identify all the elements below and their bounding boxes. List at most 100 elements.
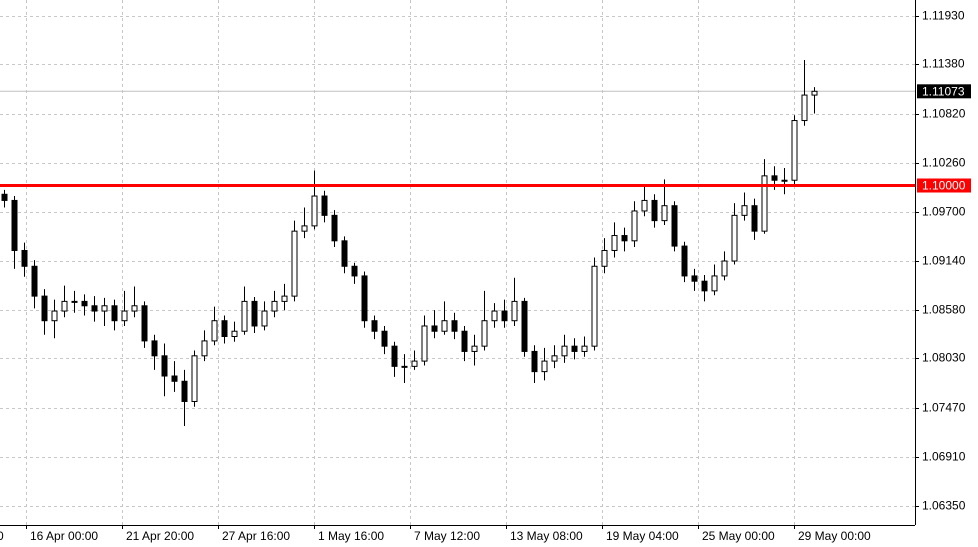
y-tick-label: 1.06910 — [922, 450, 966, 464]
candle-body — [641, 199, 648, 212]
candle-body — [491, 310, 498, 322]
candle-body — [661, 205, 668, 222]
candle-body — [711, 275, 718, 292]
candle-body — [361, 275, 368, 322]
candle-body — [131, 305, 138, 312]
candle-body — [311, 195, 318, 227]
candle-body — [121, 310, 128, 322]
x-tick-label: 29 May 00:00 — [798, 529, 871, 543]
candle-body — [291, 230, 298, 297]
y-tick-label: 1.09700 — [922, 205, 966, 219]
x-tick-label: 0 — [0, 529, 4, 543]
candle-body — [761, 175, 768, 232]
candle-body — [181, 380, 188, 402]
x-tick-label: 13 May 08:00 — [510, 529, 583, 543]
candle-body — [111, 305, 118, 322]
candle-body — [81, 300, 88, 307]
candle-body — [371, 320, 378, 332]
candle-body — [651, 199, 658, 222]
candle-body — [161, 355, 168, 377]
candle-body — [561, 345, 568, 357]
x-tick-label: 25 May 00:00 — [702, 529, 775, 543]
candle-body — [401, 365, 408, 368]
y-tick-label: 1.08580 — [922, 303, 966, 317]
candle-body — [731, 214, 738, 262]
y-tick-label: 1.08030 — [922, 351, 966, 365]
candle-body — [421, 325, 428, 362]
candle-body — [571, 345, 578, 352]
candle-body — [201, 340, 208, 357]
candle-body — [441, 320, 448, 332]
candle-body — [471, 345, 478, 352]
candle-body — [191, 355, 198, 402]
candle-body — [51, 310, 58, 322]
candle-body — [71, 300, 78, 303]
x-tick-label: 16 Apr 00:00 — [30, 529, 98, 543]
candle-body — [231, 330, 238, 338]
candle-body — [601, 249, 608, 267]
candle-body — [791, 120, 798, 181]
candle-body — [61, 300, 68, 312]
candle-body — [381, 330, 388, 347]
candle-body — [751, 205, 758, 232]
candle-body — [621, 235, 628, 242]
candle-body — [211, 320, 218, 342]
level-label-box — [917, 178, 971, 193]
candle-body — [451, 320, 458, 332]
candle-body — [251, 300, 258, 327]
candle-body — [21, 249, 28, 267]
x-tick-label: 1 May 16:00 — [318, 529, 384, 543]
candle-body — [261, 310, 268, 327]
x-tick-label: 7 May 12:00 — [414, 529, 480, 543]
last-price-box — [917, 84, 971, 99]
level-label: 1.10000 — [922, 179, 966, 193]
grid — [0, 0, 915, 525]
candle-body — [241, 300, 248, 332]
candle-body — [321, 195, 328, 216]
candle-body — [101, 305, 108, 312]
y-tick-label: 1.06350 — [922, 499, 966, 513]
candle-body — [681, 245, 688, 277]
candle-body — [141, 305, 148, 342]
candle-body — [411, 360, 418, 367]
candle-body — [781, 179, 788, 182]
y-tick-label: 1.09140 — [922, 254, 966, 268]
candle-body — [611, 235, 618, 251]
candle-body — [541, 360, 548, 373]
x-tick-label: 19 May 04:00 — [606, 529, 679, 543]
y-tick-label: 1.10260 — [922, 156, 966, 170]
candle-body — [741, 205, 748, 216]
plot — [0, 59, 915, 427]
y-tick-label: 1.07470 — [922, 401, 966, 415]
candle-body — [341, 240, 348, 267]
candle-body — [671, 205, 678, 247]
candle-body — [281, 295, 288, 302]
candle-body — [521, 300, 528, 352]
candle-body — [271, 300, 278, 312]
candle-body — [351, 265, 358, 277]
candle-body — [301, 225, 308, 232]
candle-body — [431, 325, 438, 332]
x-tick-label: 21 Apr 20:00 — [126, 529, 194, 543]
candle-body — [531, 350, 538, 373]
candle-body — [721, 260, 728, 277]
candle-body — [41, 295, 48, 322]
candle-body — [91, 305, 98, 312]
candle-body — [221, 320, 228, 338]
candle-body — [551, 355, 558, 362]
candle-body — [391, 345, 398, 367]
candle-body — [31, 265, 38, 297]
y-tick-label: 1.11930 — [922, 9, 965, 23]
candle-body — [591, 265, 598, 347]
candle-body — [801, 94, 808, 122]
candle-body — [151, 340, 158, 357]
x-tick-label: 27 Apr 16:00 — [222, 529, 290, 543]
candle-body — [331, 214, 338, 242]
y-tick-label: 1.10820 — [922, 107, 966, 121]
candle-body — [771, 175, 778, 181]
candle-body — [461, 330, 468, 352]
